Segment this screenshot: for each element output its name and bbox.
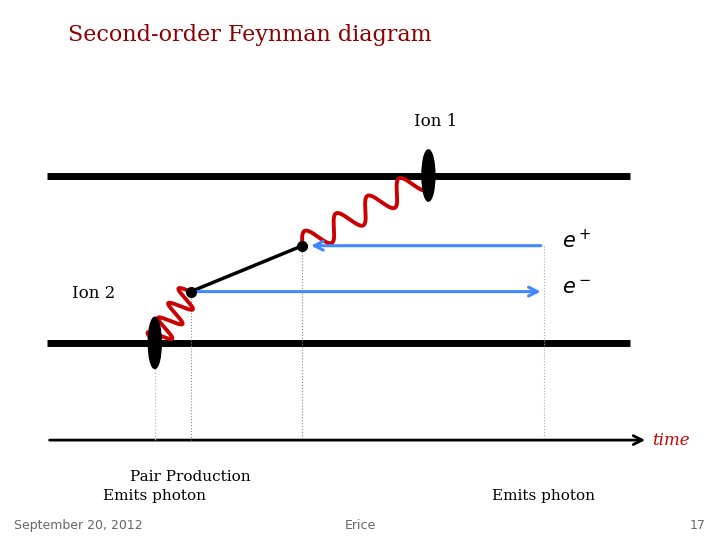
Text: Emits photon: Emits photon (103, 489, 207, 503)
Text: Ion 2: Ion 2 (72, 286, 115, 302)
Ellipse shape (148, 317, 161, 368)
Text: Ion 1: Ion 1 (414, 113, 457, 130)
Text: Second-order Feynman diagram: Second-order Feynman diagram (68, 24, 432, 46)
Text: Pair Production: Pair Production (130, 470, 251, 484)
Text: $e^+$: $e^+$ (562, 228, 591, 252)
Text: September 20, 2012: September 20, 2012 (14, 519, 143, 532)
Text: 17: 17 (690, 519, 706, 532)
Text: $e^-$: $e^-$ (562, 279, 591, 299)
Text: time: time (652, 431, 689, 449)
Text: Emits photon: Emits photon (492, 489, 595, 503)
Text: Erice: Erice (344, 519, 376, 532)
Ellipse shape (422, 150, 435, 201)
